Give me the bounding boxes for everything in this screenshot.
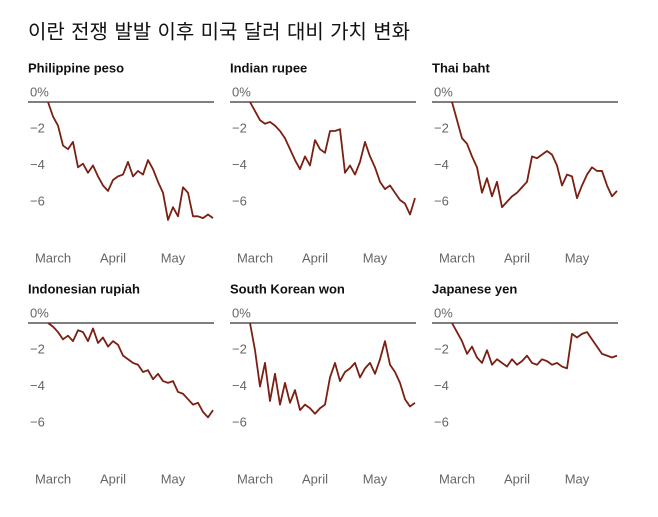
line xyxy=(249,101,416,216)
y-tick-label: 0% xyxy=(30,84,49,99)
y-tick-label: −6 xyxy=(30,414,45,429)
panel-title: Indonesian rupiah xyxy=(28,281,140,296)
panel-title: Thai baht xyxy=(432,60,490,75)
y-tick-label: 0% xyxy=(232,84,251,99)
panel-title: Indian rupee xyxy=(230,60,307,75)
y-tick-label: −6 xyxy=(30,193,45,208)
x-tick-label: April xyxy=(504,250,530,265)
line xyxy=(249,322,416,415)
y-tick-label: −2 xyxy=(434,121,449,136)
y-tick-label: −6 xyxy=(232,193,247,208)
y-tick-label: −2 xyxy=(30,342,45,357)
x-tick-label: April xyxy=(100,471,126,486)
x-tick-label: March xyxy=(237,250,273,265)
y-tick-label: −4 xyxy=(434,378,449,393)
y-tick-label: 0% xyxy=(434,305,453,320)
x-tick-label: April xyxy=(302,250,328,265)
y-tick-label: −6 xyxy=(232,414,247,429)
y-tick-label: −4 xyxy=(434,157,449,172)
x-tick-label: March xyxy=(35,250,71,265)
y-tick-label: −6 xyxy=(434,193,449,208)
page-title: 이란 전쟁 발발 이후 미국 달러 대비 가치 변화 xyxy=(28,20,410,44)
y-tick-label: −2 xyxy=(30,121,45,136)
y-tick-label: −4 xyxy=(232,378,247,393)
x-tick-label: May xyxy=(161,471,186,486)
x-tick-label: March xyxy=(439,471,475,486)
y-tick-label: −2 xyxy=(434,342,449,357)
x-tick-label: April xyxy=(504,471,530,486)
line xyxy=(47,101,214,221)
line xyxy=(451,322,618,370)
panel-title: South Korean won xyxy=(230,281,345,296)
x-tick-label: April xyxy=(100,250,126,265)
x-tick-label: May xyxy=(565,471,590,486)
x-tick-label: March xyxy=(439,250,475,265)
y-tick-label: 0% xyxy=(232,305,251,320)
panel-title: Philippine peso xyxy=(28,60,124,75)
line xyxy=(451,101,618,209)
y-tick-label: 0% xyxy=(434,84,453,99)
x-tick-label: May xyxy=(161,250,186,265)
y-tick-label: −6 xyxy=(434,414,449,429)
y-tick-label: −2 xyxy=(232,342,247,357)
x-tick-label: May xyxy=(363,250,388,265)
line xyxy=(47,322,214,419)
x-tick-label: May xyxy=(363,471,388,486)
y-tick-label: −4 xyxy=(232,157,247,172)
x-tick-label: April xyxy=(302,471,328,486)
x-tick-label: May xyxy=(565,250,590,265)
y-tick-label: −2 xyxy=(232,121,247,136)
y-tick-label: 0% xyxy=(30,305,49,320)
y-tick-label: −4 xyxy=(30,378,45,393)
y-tick-label: −4 xyxy=(30,157,45,172)
panel-title: Japanese yen xyxy=(432,281,517,296)
x-tick-label: March xyxy=(237,471,273,486)
x-tick-label: March xyxy=(35,471,71,486)
